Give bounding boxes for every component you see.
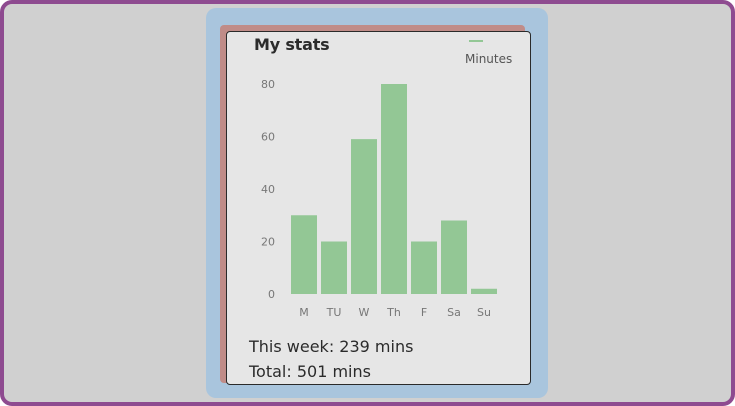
- card-title: My stats: [254, 35, 330, 54]
- bar-w[interactable]: [351, 139, 377, 294]
- y-tick-label: 60: [261, 131, 275, 144]
- x-tick-label: M: [299, 306, 309, 319]
- x-tick-label: F: [421, 306, 427, 319]
- y-tick-label: 0: [268, 288, 275, 301]
- y-tick-label: 40: [261, 183, 275, 196]
- legend-label: Minutes: [465, 52, 513, 66]
- bar-m[interactable]: [291, 215, 317, 294]
- this-week-stat: This week: 239 mins: [249, 337, 414, 356]
- bar-f[interactable]: [411, 241, 437, 295]
- chart-legend: Minutes: [465, 40, 525, 66]
- total-stat: Total: 501 mins: [249, 362, 371, 381]
- x-tick-label: W: [359, 306, 370, 319]
- x-tick-label: Th: [386, 306, 401, 319]
- x-tick-label: Su: [477, 306, 491, 319]
- legend-swatch: [469, 40, 483, 42]
- bar-sa[interactable]: [441, 220, 467, 295]
- bar-chart: 0 20 40 60 80 M TU W Th F Sa Su: [261, 78, 497, 319]
- x-tick-label: Sa: [447, 306, 461, 319]
- bar-tu[interactable]: [321, 241, 347, 295]
- y-tick-label: 20: [261, 236, 275, 249]
- x-tick-label: TU: [326, 306, 342, 319]
- y-tick-label: 80: [261, 78, 275, 91]
- stats-card: My stats Minutes 0 20 40 60 80 M TU W Th F Sa Su Th…: [226, 31, 531, 385]
- bar-su[interactable]: [471, 288, 497, 294]
- bar-th[interactable]: [381, 84, 407, 294]
